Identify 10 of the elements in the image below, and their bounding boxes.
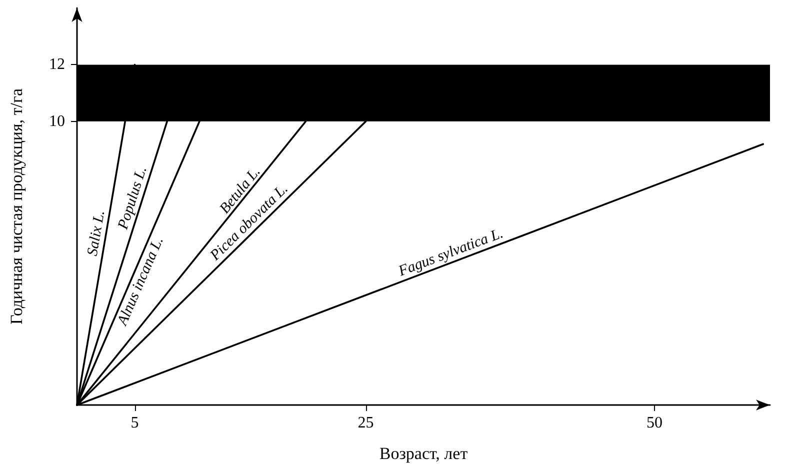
x-tick-label: 5 — [130, 414, 139, 432]
text: Alnus incana L. — [114, 234, 167, 329]
text: Populus L. — [115, 164, 150, 232]
x-tick-label: 25 — [358, 414, 374, 432]
x-tick-label: 50 — [646, 414, 662, 432]
x-axis-title: Возраст, лет — [379, 444, 468, 463]
text: Salix L. — [84, 209, 108, 258]
y-tick-label: 12 — [49, 56, 65, 74]
y-axis-title: Годичная чистая продукция, т/га — [7, 88, 26, 324]
y-tick-label: 10 — [49, 112, 65, 130]
